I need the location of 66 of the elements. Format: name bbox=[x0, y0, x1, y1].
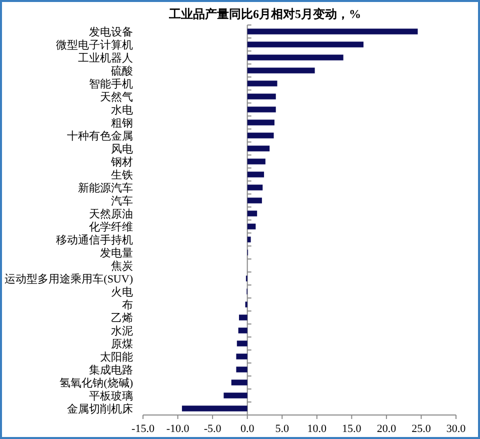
y-tick-label: 移动通信手持机 bbox=[56, 234, 133, 246]
y-tick-label: 氢氧化钠(烧碱) bbox=[60, 376, 134, 390]
y-tick-label: 天然原油 bbox=[89, 208, 133, 220]
y-tick-label: 原煤 bbox=[111, 338, 133, 350]
y-tick-label: 十种有色金属 bbox=[67, 130, 133, 142]
bar bbox=[247, 210, 258, 216]
bar bbox=[247, 236, 251, 242]
x-tick-label: 30.0 bbox=[446, 423, 466, 435]
bar bbox=[224, 392, 248, 398]
x-tick-label: 20.0 bbox=[376, 423, 397, 435]
bar bbox=[236, 354, 248, 360]
y-tick-label: 硫酸 bbox=[111, 64, 133, 78]
x-tick-label: 15.0 bbox=[342, 423, 362, 435]
bar bbox=[247, 132, 274, 138]
y-tick-label: 化学纤维 bbox=[89, 220, 133, 234]
x-tick-label: -15.0 bbox=[132, 423, 155, 435]
bar bbox=[247, 94, 276, 100]
y-tick-label: 钢材 bbox=[110, 156, 133, 168]
bar bbox=[247, 80, 278, 86]
y-tick-label: 风电 bbox=[111, 142, 133, 156]
y-tick-label: 新能源汽车 bbox=[78, 182, 133, 194]
y-tick-label: 金属切削机床 bbox=[67, 402, 133, 416]
bar bbox=[247, 68, 315, 74]
x-tick-label: 25.0 bbox=[412, 423, 432, 435]
y-tick-label: 运动型多用途乘用车(SUV) bbox=[4, 272, 134, 286]
bar bbox=[247, 28, 418, 34]
y-tick-label: 焦炭 bbox=[111, 260, 133, 272]
bar bbox=[238, 328, 248, 334]
bar bbox=[236, 366, 248, 372]
y-tick-label: 乙烯 bbox=[111, 312, 133, 324]
bar bbox=[182, 406, 248, 412]
x-tick-label: 0.0 bbox=[240, 423, 255, 435]
bar bbox=[247, 158, 266, 164]
y-tick-label: 水泥 bbox=[111, 324, 133, 338]
bar bbox=[236, 340, 248, 346]
bar bbox=[247, 42, 364, 48]
chart-title: 工业品产量同比6月相对5月变动，% bbox=[168, 7, 361, 21]
x-tick-label: 10.0 bbox=[307, 423, 328, 435]
y-tick-label: 汽车 bbox=[111, 194, 133, 208]
y-tick-label: 微型电子计算机 bbox=[56, 38, 133, 52]
y-tick-label: 发电设备 bbox=[89, 26, 133, 38]
bar bbox=[247, 120, 274, 126]
y-tick-label: 布 bbox=[122, 300, 133, 312]
bar bbox=[247, 184, 263, 190]
bar bbox=[238, 314, 248, 320]
y-tick-label: 平板玻璃 bbox=[89, 390, 133, 402]
x-tick-label: -10.0 bbox=[166, 423, 190, 435]
bar bbox=[247, 106, 276, 112]
y-tick-label: 工业机器人 bbox=[78, 52, 133, 64]
bar bbox=[231, 380, 248, 386]
x-tick-label: -5.0 bbox=[204, 423, 222, 435]
y-tick-label: 天然气 bbox=[100, 92, 133, 104]
y-tick-label: 太阳能 bbox=[100, 350, 133, 364]
y-tick-label: 水电 bbox=[111, 104, 133, 116]
bar bbox=[247, 172, 264, 178]
bar bbox=[247, 54, 344, 60]
bar bbox=[247, 224, 256, 230]
x-tick-label: 5.0 bbox=[275, 423, 290, 435]
y-tick-label: 火电 bbox=[111, 286, 133, 298]
bar bbox=[247, 146, 270, 152]
y-tick-label: 智能手机 bbox=[89, 78, 133, 90]
y-tick-label: 发电量 bbox=[100, 246, 133, 260]
y-tick-label: 集成电路 bbox=[89, 364, 133, 376]
y-tick-label: 粗钢 bbox=[111, 118, 133, 130]
y-tick-label: 生铁 bbox=[111, 168, 133, 182]
bar bbox=[247, 198, 262, 204]
